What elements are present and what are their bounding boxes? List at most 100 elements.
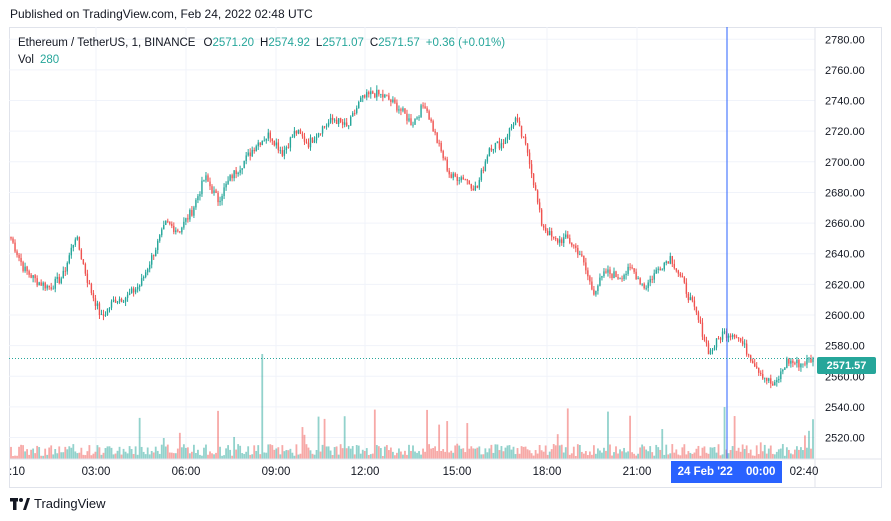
volume-bar: [309, 450, 312, 459]
candle-body: [653, 273, 655, 280]
volume-bar: [741, 444, 744, 459]
candle-body: [317, 133, 320, 137]
volume-bar: [681, 447, 684, 459]
volume-bar: [24, 451, 26, 459]
candle-body: [508, 128, 511, 137]
volume-bar: [699, 455, 702, 459]
volume-bar: [237, 444, 240, 459]
volume-bar: [621, 451, 623, 459]
volume-bar: [558, 445, 561, 459]
candle-body: [524, 136, 527, 144]
candle-body: [319, 133, 322, 135]
volume-bar: [540, 450, 543, 459]
candle-body: [569, 238, 571, 243]
candle-body: [108, 307, 111, 309]
candle-body: [136, 286, 139, 290]
candle-body: [72, 244, 75, 248]
volume-bar: [735, 450, 738, 459]
published-line: Published on TradingView.com, Feb 24, 20…: [10, 7, 313, 21]
volume-bar: [30, 449, 33, 459]
volume-bar: [209, 451, 211, 459]
candle-body: [325, 125, 328, 127]
volume-bar: [432, 447, 435, 459]
volume-bar: [530, 453, 533, 459]
volume-bar: [794, 449, 796, 459]
candle-body: [185, 218, 187, 222]
price-chart[interactable]: 2520.00 2540.00 2560.00 2580.00 2600.00 2620.…: [9, 27, 882, 488]
candle-body: [46, 285, 48, 289]
volume-bar: [623, 447, 625, 459]
open-value: 2571.20: [212, 37, 255, 49]
candle-body: [597, 285, 599, 291]
volume-bar: [353, 454, 356, 459]
volume-bar: [665, 444, 668, 459]
volume-bar: [32, 448, 35, 459]
candle-body: [563, 237, 565, 244]
candle-body: [104, 314, 107, 316]
volume-bar: [689, 452, 692, 459]
volume-bar: [36, 445, 39, 459]
candle-body: [557, 239, 559, 243]
candle-body: [138, 285, 141, 287]
volume-bar: [255, 450, 258, 459]
price-tick-label: 2580.00: [825, 341, 865, 353]
volume-bar: [231, 455, 234, 459]
volume-bar: [715, 452, 718, 459]
candle-body: [538, 202, 541, 210]
volume-bar: [351, 446, 354, 459]
candle-body: [673, 263, 676, 269]
volume-bar: [84, 455, 87, 459]
candle-body: [34, 275, 36, 279]
candle-body: [643, 283, 645, 289]
candle-body: [305, 141, 308, 143]
volume-bar: [227, 445, 229, 459]
candle-body: [794, 362, 796, 364]
symbol-label[interactable]: Ethereum / TetherUS, 1, BINANCE: [18, 37, 196, 49]
candle-body: [581, 254, 583, 256]
candle-body: [148, 264, 151, 270]
candle-body: [721, 331, 724, 340]
volume-bar: [506, 445, 509, 459]
candle-body: [249, 152, 251, 157]
volume-bar: [160, 444, 163, 459]
candle-body: [711, 349, 714, 351]
volume-bar: [82, 454, 85, 459]
volume-bar: [329, 450, 332, 459]
volume-bar: [213, 454, 215, 459]
candle-body: [548, 231, 551, 236]
volume-bar: [603, 447, 605, 459]
candle-body: [144, 272, 147, 277]
candle-body: [10, 236, 12, 239]
candle-body: [58, 276, 60, 284]
volume-bar: [798, 449, 800, 459]
candle-body: [446, 159, 448, 171]
volume-bar: [333, 447, 336, 459]
candle-body: [195, 200, 197, 208]
volume-bar: [494, 444, 497, 459]
candle-body: [187, 218, 189, 220]
candle-body: [380, 94, 382, 95]
volume-bar: [476, 447, 479, 459]
volume-bar: [394, 455, 396, 459]
volume-bar: [355, 445, 358, 459]
candle-body: [550, 231, 553, 237]
brand-name: TradingView: [34, 496, 106, 511]
volume-bar: [466, 423, 469, 459]
volume-bar: [245, 451, 248, 459]
volume-bar: [259, 454, 262, 459]
candle-body: [247, 152, 249, 156]
candle-body: [116, 301, 119, 303]
candle-body: [269, 132, 271, 139]
candle-body: [516, 117, 519, 121]
crosshair-date: 24 Feb '22: [677, 466, 733, 478]
volume-bar: [243, 453, 246, 459]
candle-body: [384, 94, 386, 98]
candle-body: [661, 269, 663, 271]
volume-bar: [576, 444, 579, 459]
candle-body: [559, 239, 561, 243]
tradingview-logo[interactable]: TradingView: [10, 496, 106, 511]
candle-body: [360, 97, 362, 102]
volume-bar: [502, 451, 505, 459]
candle-body: [462, 177, 464, 180]
volume-bar: [514, 454, 517, 459]
